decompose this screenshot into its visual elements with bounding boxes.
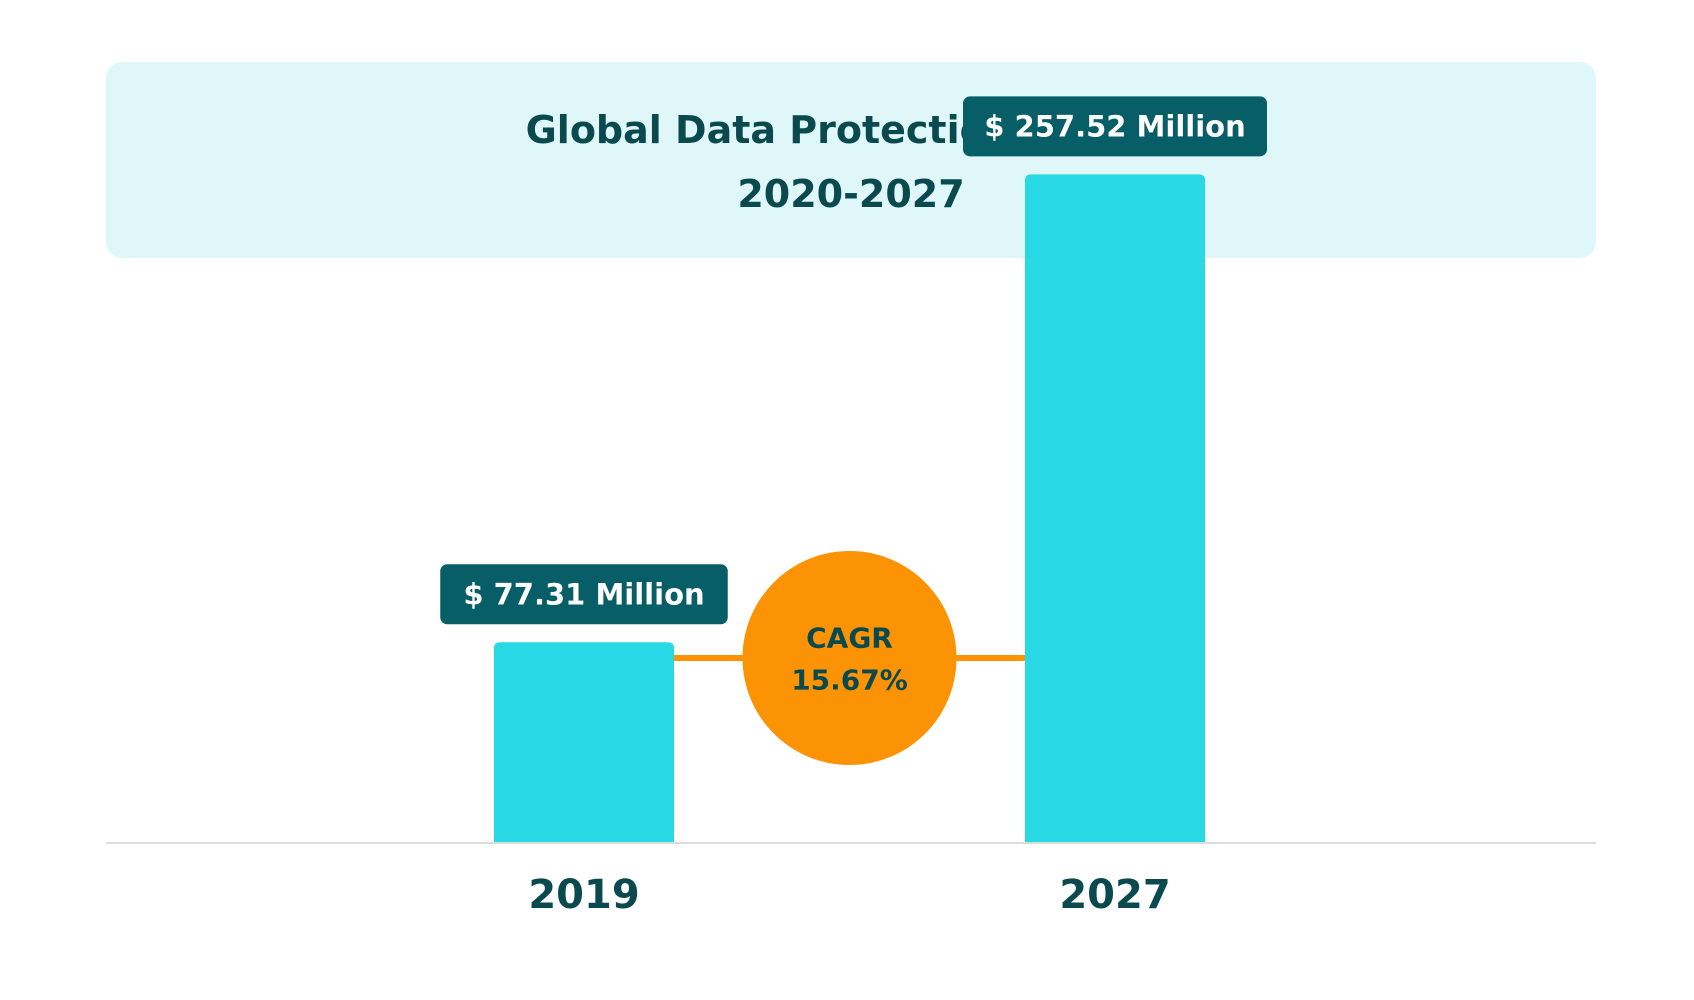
value-label-text-2027: $ 257.52 Million	[984, 109, 1245, 143]
value-labels-group: $ 77.31 Million $ 257.52 Million	[440, 96, 1267, 625]
cagr-badge: CAGR 15.67%	[742, 551, 957, 765]
category-label-2019: 2019	[528, 872, 639, 918]
value-label-2027: $ 257.52 Million	[963, 96, 1267, 157]
cagr-circle	[742, 551, 957, 765]
value-label-2019: $ 77.31 Million	[440, 564, 728, 625]
value-label-box-2027	[963, 96, 1267, 157]
category-label-2027: 2027	[1059, 872, 1170, 918]
bars-group	[494, 174, 1205, 843]
value-label-box-2019	[440, 564, 728, 625]
bar-2027	[1025, 174, 1205, 843]
cagr-label: CAGR	[806, 622, 893, 655]
cagr-value: 15.67%	[791, 664, 908, 697]
bar-2019	[494, 642, 674, 843]
chart-subtitle: 2020-2027	[737, 172, 965, 216]
category-labels-group: 2019 2027	[528, 872, 1170, 918]
value-label-text-2019: $ 77.31 Million	[463, 577, 704, 611]
